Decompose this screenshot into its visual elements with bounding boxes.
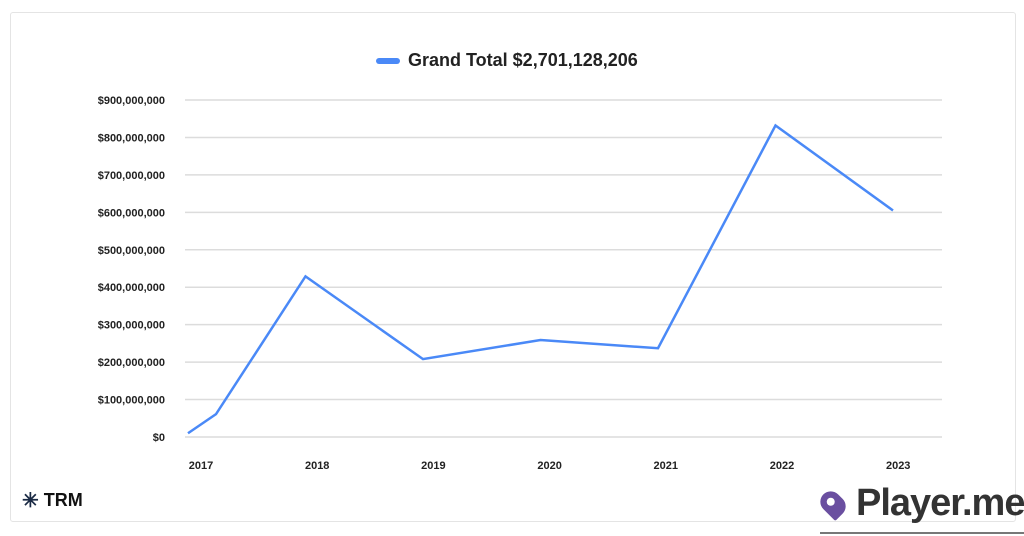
y-tick-label: $300,000,000 bbox=[98, 320, 165, 332]
x-tick-label: 2017 bbox=[189, 460, 213, 472]
y-tick-label: $200,000,000 bbox=[98, 357, 165, 369]
y-tick-label: $700,000,000 bbox=[98, 170, 165, 182]
trm-logo: ✳ TRM bbox=[22, 488, 83, 513]
y-tick-label: $600,000,000 bbox=[98, 207, 165, 219]
x-tick-label: 2022 bbox=[770, 460, 794, 472]
x-tick-label: 2020 bbox=[537, 460, 561, 472]
trm-star-icon: ✳ bbox=[22, 490, 39, 512]
y-tick-label: $400,000,000 bbox=[98, 282, 165, 294]
y-tick-label: $900,000,000 bbox=[98, 95, 165, 107]
y-tick-label: $100,000,000 bbox=[98, 395, 165, 407]
y-tick-label: $0 bbox=[153, 432, 165, 444]
playerme-watermark: Player.me bbox=[816, 482, 1024, 525]
pin-icon bbox=[816, 486, 850, 521]
legend-swatch bbox=[376, 57, 400, 64]
legend-label: Grand Total $2,701,128,206 bbox=[408, 50, 638, 70]
y-tick-label: $800,000,000 bbox=[98, 132, 165, 144]
x-tick-label: 2023 bbox=[886, 460, 910, 472]
series-line bbox=[187, 123, 894, 435]
x-tick-label: 2021 bbox=[654, 460, 678, 472]
legend: Grand Total $2,701,128,206 bbox=[376, 50, 638, 71]
watermark-underline bbox=[820, 532, 1024, 534]
y-tick-label: $500,000,000 bbox=[98, 245, 165, 257]
watermark-text: Player.me bbox=[856, 482, 1024, 524]
x-tick-label: 2019 bbox=[421, 460, 445, 472]
x-tick-label: 2018 bbox=[305, 460, 329, 472]
trm-text: TRM bbox=[43, 490, 83, 510]
